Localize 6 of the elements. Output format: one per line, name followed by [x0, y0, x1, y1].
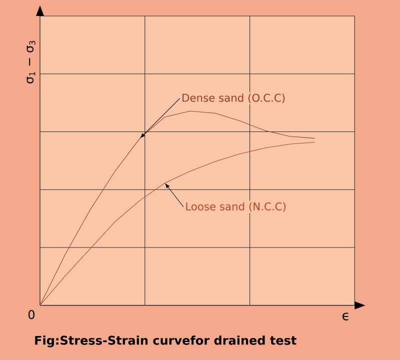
- series-label: Dense sand (O.C.C): [182, 94, 285, 104]
- text: Fig:Stress-Strain curvefor drained test: [35, 336, 296, 348]
- text: 0: [28, 310, 34, 320]
- x-axis-title: ϵ: [342, 312, 348, 320]
- text: Loose sand (N.C.C): [186, 202, 286, 212]
- y-axis-title: σ$_{1}$ − σ$_{3}$: [26, 40, 36, 84]
